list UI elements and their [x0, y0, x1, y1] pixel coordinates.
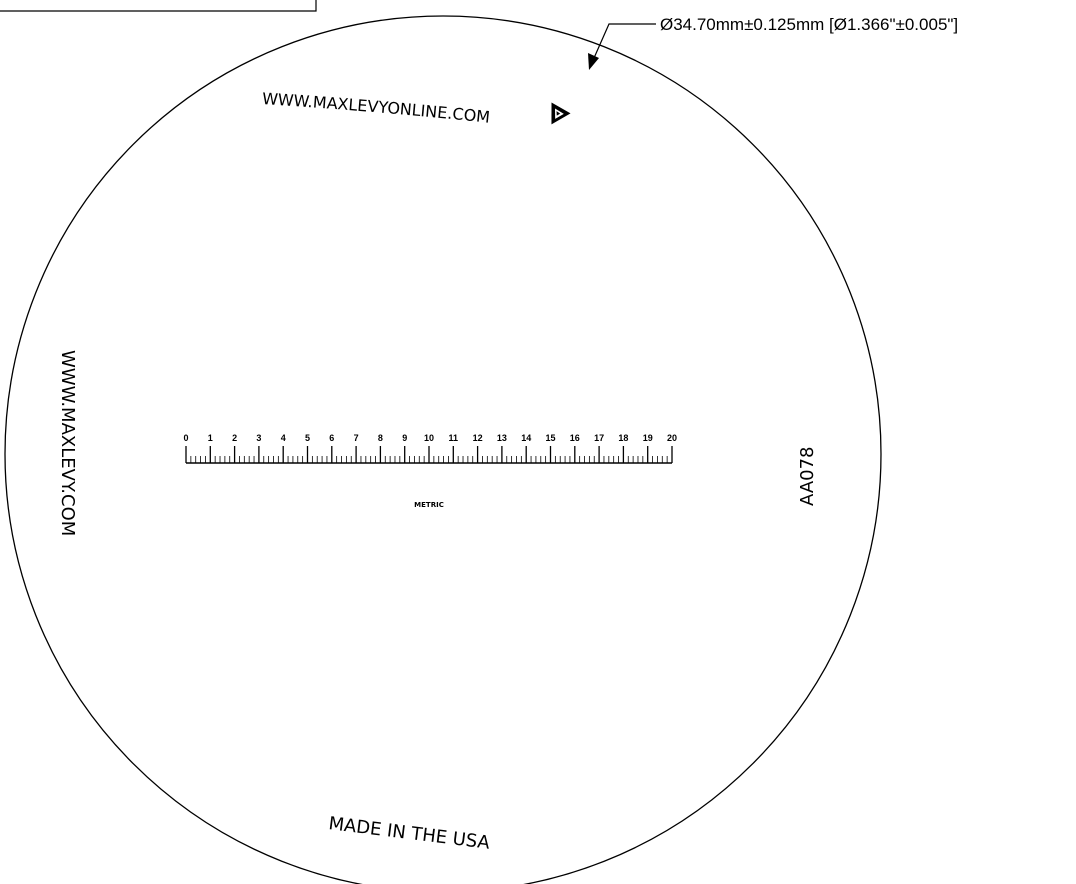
scale-tick-label: 20 — [667, 433, 677, 443]
scale-tick-label: 1 — [208, 433, 213, 443]
scale-caption: METRIC — [414, 501, 444, 509]
right-part-number: AA078 — [797, 447, 818, 506]
reticle-outline — [4, 15, 882, 884]
scale-tick-label: 15 — [545, 433, 555, 443]
title-block-border — [0, 0, 317, 12]
scale-tick-label: 12 — [473, 433, 483, 443]
metric-scale: 0 1 2 3 4 5 6 7 8 9 10 11 12 13 14 15 16 17 18 19 20 — [183, 433, 677, 464]
scale-tick-label: 10 — [424, 433, 434, 443]
scale-tick-label: 8 — [378, 433, 383, 443]
scale-tick-label: 13 — [497, 433, 507, 443]
maxlevy-logo-icon — [551, 102, 571, 125]
scale-tick-label: 14 — [521, 433, 531, 443]
bottom-origin-text: MADE IN THE USA — [327, 813, 491, 854]
left-url-text: WWW.MAXLEVY.COM — [57, 350, 78, 536]
top-url-textpath: WWW.MAXLEVYONLINE.COM — [262, 89, 491, 127]
scale-tick-label: 3 — [256, 433, 261, 443]
top-url-text: WWW.MAXLEVYONLINE.COM — [262, 89, 491, 127]
scale-tick-label: 19 — [643, 433, 653, 443]
scale-tick-label: 5 — [305, 433, 310, 443]
scale-tick-label: 17 — [594, 433, 604, 443]
scale-tick-label: 2 — [232, 433, 237, 443]
scale-tick-label: 9 — [402, 433, 407, 443]
scale-tick-label: 16 — [570, 433, 580, 443]
scale-tick-label: 18 — [618, 433, 628, 443]
scale-tick-label: 7 — [354, 433, 359, 443]
scale-tick-label: 11 — [449, 433, 459, 443]
scale-tick-label: 4 — [281, 433, 286, 443]
dimension-leader-line — [593, 23, 656, 59]
dimension-arrowhead — [588, 53, 599, 70]
scale-tick-label: 0 — [183, 433, 188, 443]
dimension-label: Ø34.70mm±0.125mm [Ø1.366"±0.005"] — [660, 15, 958, 34]
scale-tick-label: 6 — [329, 433, 334, 443]
